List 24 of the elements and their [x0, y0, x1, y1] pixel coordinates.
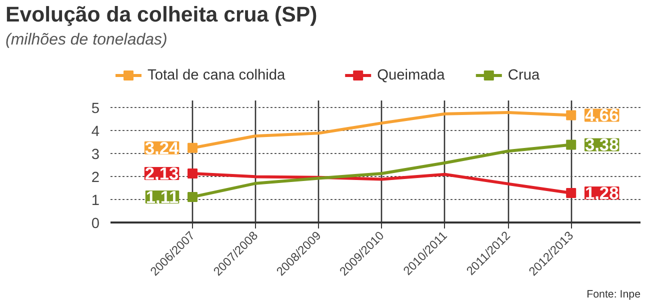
point [188, 192, 198, 202]
source-note: Fonte: Inpe [586, 288, 641, 300]
chart-title: Evolução da colheita crua (SP) [6, 2, 318, 26]
chart-subtitle: (milhões de toneladas) [6, 32, 168, 48]
y-tick-label: 2 [91, 170, 100, 186]
data-label: 2,13 [144, 163, 180, 184]
data-label: 3,38 [584, 134, 620, 155]
legend-label: Crua [508, 68, 541, 84]
y-tick-label: 5 [91, 100, 100, 117]
y-tick-label: 4 [91, 124, 100, 140]
point [566, 188, 576, 198]
point [566, 140, 576, 150]
legend-label: Queimada [377, 68, 446, 84]
data-label: 1,28 [584, 183, 620, 204]
y-tick-label: 0 [91, 216, 100, 232]
data-label: 1,11 [146, 186, 180, 207]
legend-label: Total de cana colhida [148, 68, 286, 84]
point [188, 168, 198, 178]
data-label: 4,66 [584, 105, 620, 126]
point [188, 142, 198, 153]
y-tick-label: 1 [91, 192, 100, 209]
data-label: 3,24 [144, 138, 180, 158]
y-tick-label: 3 [91, 146, 100, 163]
point [566, 110, 576, 120]
